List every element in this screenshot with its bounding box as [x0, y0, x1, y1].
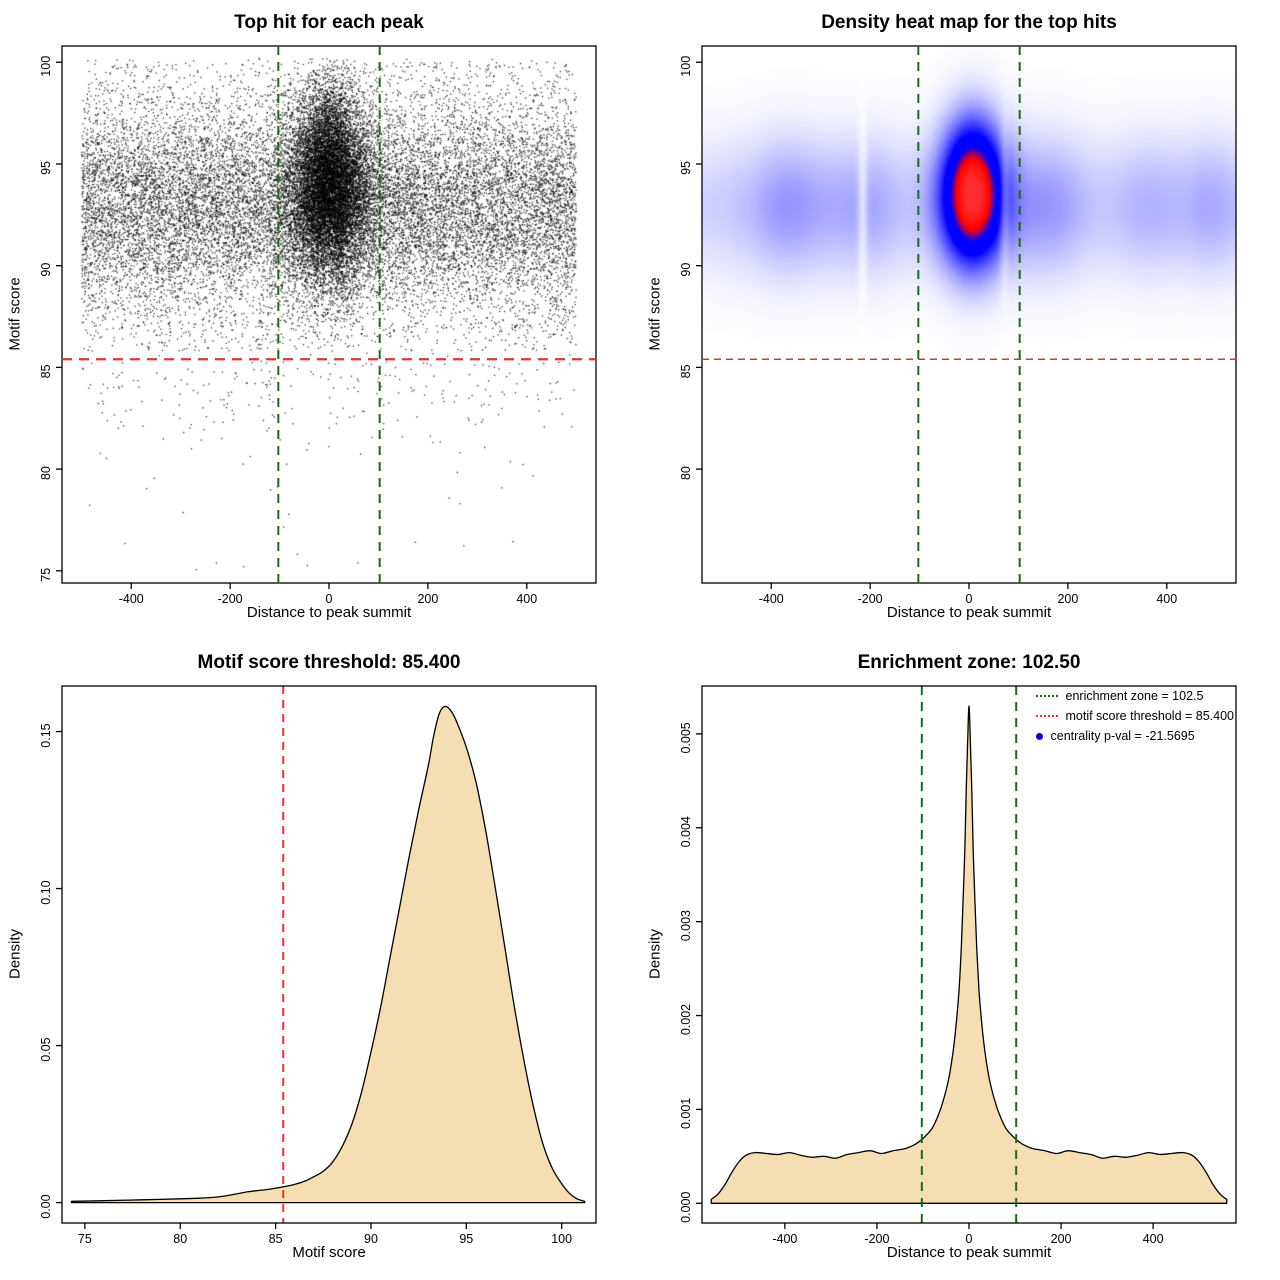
- plot-host-heatmap: -400 -200 0 200 400 80 85 90 95 100: [640, 0, 1280, 640]
- scatter-axes-overlay: -400 -200 0 200 400 75 80 85 90 95 100: [39, 45, 597, 606]
- svg-text:90: 90: [364, 1232, 378, 1246]
- heatmap-canvas: [702, 46, 1236, 583]
- heatmap-axes-overlay: -400 -200 0 200 400 80 85 90 95 100: [679, 45, 1237, 606]
- svg-text:80: 80: [39, 466, 53, 480]
- legend: enrichment zone = 102.5 motif score thre…: [1035, 686, 1235, 746]
- svg-text:0.15: 0.15: [39, 723, 53, 747]
- score_density-svg: 75 80 85 90 95 100 0.00 0.05 0.10 0.15: [39, 685, 597, 1246]
- svg-text:85: 85: [269, 1232, 283, 1246]
- svg-text:-400: -400: [772, 1232, 797, 1246]
- legend-label-threshold: motif score threshold = 85.400: [1065, 709, 1235, 723]
- scatter-x-axis-label: Distance to peak summit: [246, 604, 412, 621]
- svg-text:0: 0: [326, 592, 333, 606]
- svg-text:400: 400: [1143, 1232, 1164, 1246]
- svg-text:0.000: 0.000: [679, 1192, 693, 1223]
- svg-text:0.003: 0.003: [679, 910, 693, 941]
- svg-text:0.004: 0.004: [679, 816, 693, 847]
- plot-host-scatter: -400 -200 0 200 400 75 80 85 90 95 100: [0, 0, 640, 640]
- distance-density-title: Enrichment zone: 102.50: [857, 652, 1081, 673]
- scatter-y-axis-label: Motif score: [6, 277, 24, 351]
- score-density-title: Motif score threshold: 85.400: [197, 652, 461, 673]
- svg-text:0: 0: [966, 1232, 973, 1246]
- svg-text:80: 80: [679, 466, 693, 480]
- legend-row: centrality p-val = -21.5695: [1035, 726, 1235, 746]
- svg-text:0: 0: [966, 592, 973, 606]
- svg-text:-200: -200: [218, 592, 243, 606]
- heatmap-y-axis-label: Motif score: [646, 277, 664, 351]
- plot-host-score-density: 75 80 85 90 95 100 0.00 0.05 0.10 0.15: [0, 640, 640, 1280]
- panel-distance-density: -400 -200 0 200 400 0.000 0.001 0.002 0.003 0.004…: [640, 640, 1280, 1280]
- svg-text:85: 85: [679, 364, 693, 378]
- svg-text:0.00: 0.00: [39, 1194, 53, 1218]
- distance-density-y-axis-label: Density: [646, 928, 664, 980]
- svg-text:75: 75: [78, 1232, 92, 1246]
- scatter-title: Top hit for each peak: [234, 12, 424, 33]
- svg-text:75: 75: [39, 568, 53, 582]
- svg-text:0.10: 0.10: [39, 880, 53, 904]
- svg-text:0.002: 0.002: [679, 1004, 693, 1035]
- panel-heatmap: -400 -200 0 200 400 80 85 90 95 100 Density heat …: [640, 0, 1280, 640]
- svg-text:-400: -400: [759, 592, 784, 606]
- svg-text:95: 95: [459, 1232, 473, 1246]
- threshold-marker-icon: [1035, 715, 1058, 717]
- distance-density-x-axis-label: Distance to peak summit: [886, 1244, 1052, 1261]
- svg-text:80: 80: [173, 1232, 187, 1246]
- distance_density-svg: -400 -200 0 200 400 0.000 0.001 0.002 0.003 0.004…: [679, 685, 1237, 1246]
- svg-text:200: 200: [417, 592, 438, 606]
- svg-text:0.005: 0.005: [679, 722, 693, 753]
- plot-host-distance-density: -400 -200 0 200 400 0.000 0.001 0.002 0.003 0.004…: [640, 640, 1280, 1280]
- panel-score-density: 75 80 85 90 95 100 0.00 0.05 0.10 0.15 Motif scor…: [0, 640, 640, 1280]
- svg-text:-400: -400: [119, 592, 144, 606]
- svg-text:95: 95: [39, 161, 53, 175]
- heatmap-title: Density heat map for the top hits: [821, 12, 1117, 33]
- centrality-pval-marker-icon: [1035, 732, 1043, 740]
- legend-label-centrality-pval: centrality p-val = -21.5695: [1050, 729, 1195, 743]
- svg-text:95: 95: [679, 161, 693, 175]
- svg-text:-200: -200: [864, 1232, 889, 1246]
- score-density-x-axis-label: Motif score: [292, 1244, 366, 1261]
- legend-label-enrichment-zone: enrichment zone = 102.5: [1065, 689, 1204, 703]
- svg-text:90: 90: [39, 263, 53, 277]
- enrichment-zone-marker-icon: [1035, 695, 1058, 697]
- svg-text:400: 400: [516, 592, 537, 606]
- svg-text:400: 400: [1156, 592, 1177, 606]
- svg-text:200: 200: [1051, 1232, 1072, 1246]
- svg-text:100: 100: [679, 56, 693, 77]
- panel-scatter: -400 -200 0 200 400 75 80 85 90 95 100 Top hit for…: [0, 0, 640, 640]
- svg-text:85: 85: [39, 364, 53, 378]
- legend-row: enrichment zone = 102.5: [1035, 686, 1235, 706]
- svg-text:100: 100: [39, 56, 53, 77]
- heatmap-x-axis-label: Distance to peak summit: [886, 604, 1052, 621]
- legend-row: motif score threshold = 85.400: [1035, 706, 1235, 726]
- svg-text:90: 90: [679, 263, 693, 277]
- svg-text:0.001: 0.001: [679, 1098, 693, 1129]
- score-density-y-axis-label: Density: [6, 928, 24, 980]
- svg-text:200: 200: [1057, 592, 1078, 606]
- svg-text:0.05: 0.05: [39, 1037, 53, 1061]
- scatter-points-canvas: [62, 46, 596, 583]
- svg-text:100: 100: [551, 1232, 572, 1246]
- svg-text:-200: -200: [858, 592, 883, 606]
